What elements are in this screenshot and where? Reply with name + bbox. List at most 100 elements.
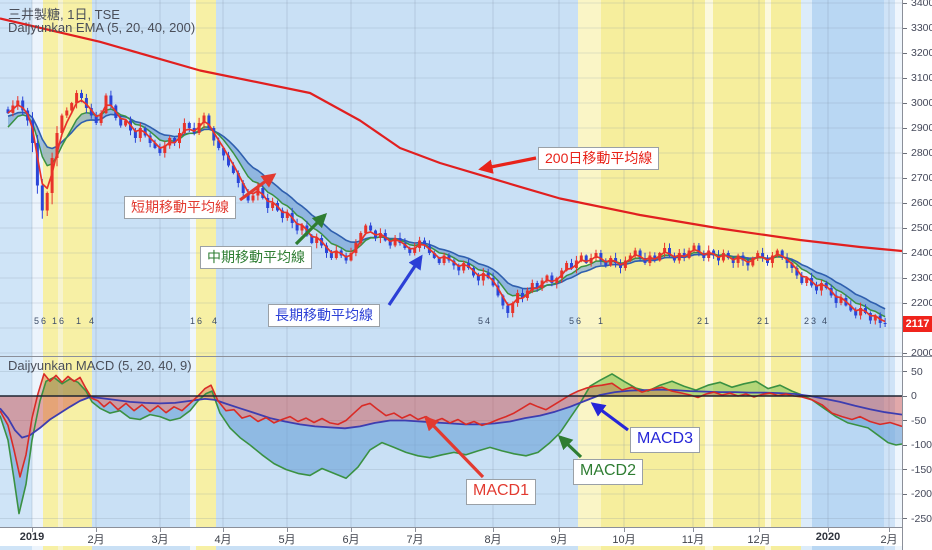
price-axis-label-tick: [903, 127, 907, 129]
day-mark: 56: [34, 316, 49, 326]
annotation-macd2[interactable]: MACD2: [573, 459, 644, 485]
annotation-arrows-layer: [239, 156, 629, 479]
time-axis-tick: [559, 528, 560, 532]
price-axis-label: 2700: [911, 172, 932, 184]
day-mark: 56: [569, 316, 584, 326]
price-axis-label-tick: [903, 102, 907, 104]
time-axis-tick: [693, 528, 694, 532]
price-axis-label-tick: [903, 152, 907, 154]
time-axis-tick: [32, 528, 33, 532]
time-axis-tick: [828, 528, 829, 532]
price-axis-label: 3300: [911, 22, 932, 34]
time-axis-label: 2020: [815, 531, 841, 543]
macd-axis-label-tick: [903, 395, 907, 397]
price-axis-label-tick: [903, 2, 907, 4]
price-axis-label: 2500: [911, 222, 932, 234]
day-mark: 16: [52, 316, 67, 326]
macd-axis-label-tick: [903, 420, 907, 421]
time-axis-tick: [223, 528, 224, 532]
price-axis-label-tick: [903, 202, 907, 204]
time-axis-label: 8月: [484, 534, 502, 546]
time-axis-tick: [415, 528, 416, 532]
day-mark: 21: [757, 316, 772, 326]
macd-axis-label-tick: [903, 371, 907, 372]
time-axis-label: 2月: [880, 534, 898, 546]
price-axis-label: 2000: [911, 347, 932, 359]
macd-axis-label-tick: [903, 518, 907, 519]
price-axis-label: 3200: [911, 47, 932, 59]
time-axis-tick: [351, 528, 352, 532]
day-mark: 1: [598, 316, 606, 326]
macd-axis-label: 50: [911, 365, 923, 378]
price-axis[interactable]: 3400 3300 3200 3100 3000 2900 2800 2700 2600 2500…: [902, 0, 932, 550]
time-axis-tick: [160, 528, 161, 532]
time-axis-tick: [96, 528, 97, 532]
price-axis-label: 3100: [911, 72, 932, 84]
annotation-mid-term-ma[interactable]: 中期移動平均線: [200, 246, 312, 270]
price-axis-label-tick: [903, 302, 907, 304]
time-axis-label: 10月: [612, 534, 636, 546]
price-axis-label: 2200: [911, 297, 932, 309]
panel-divider[interactable]: [0, 356, 932, 357]
macd-axis-label: -100: [911, 439, 932, 451]
macd-axis-label-tick: [903, 493, 907, 495]
annotation-macd3[interactable]: MACD3: [630, 427, 701, 453]
time-axis-label: 9月: [550, 534, 568, 546]
price-axis-label-tick: [903, 77, 907, 79]
time-axis-label: 2019: [19, 531, 45, 543]
price-axis-label: 2400: [911, 247, 932, 259]
day-mark: 1: [76, 316, 84, 326]
annotation-macd1[interactable]: MACD1: [466, 479, 537, 505]
day-mark: 4: [89, 316, 97, 326]
price-axis-label: 3000: [911, 97, 932, 109]
macd-axis-label: -200: [911, 488, 932, 500]
time-axis-tick: [287, 528, 288, 532]
price-axis-label-tick: [903, 27, 907, 29]
macd-axis-label-tick: [903, 469, 907, 470]
time-axis-label: 6月: [342, 534, 360, 546]
day-mark: 16: [190, 316, 205, 326]
time-axis-label: 11月: [681, 534, 705, 546]
time-axis-label: 3月: [151, 534, 169, 546]
price-axis-label: 3400: [911, 0, 932, 9]
price-axis-label: 2300: [911, 272, 932, 284]
time-axis-tick: [889, 528, 890, 532]
day-mark: 23: [804, 316, 819, 326]
day-mark: 4: [212, 316, 220, 326]
price-axis-label-tick: [903, 227, 907, 229]
time-axis[interactable]: 2019 2月 3月 4月 5月 6月 7月 8月 9月 10月 11月 12月 2020 2月: [0, 527, 902, 546]
time-axis-label: 2月: [87, 534, 105, 546]
symbol-title[interactable]: 三井製糖, 1日, TSE: [8, 7, 120, 22]
ema200-line-layer: [0, 17, 903, 253]
macd-lines-layer: [0, 373, 903, 515]
price-axis-label-tick: [903, 252, 907, 254]
macd-indicator-title[interactable]: Daijyunkan MACD (5, 20, 40, 9): [8, 358, 192, 373]
time-axis-tick: [493, 528, 494, 532]
price-axis-label-tick: [903, 52, 907, 54]
day-mark: 54: [478, 316, 493, 326]
price-axis-label: 2900: [911, 122, 932, 134]
price-axis-label-tick: [903, 352, 907, 354]
cycle-bands-layer: [0, 0, 902, 550]
time-axis-label: 12月: [747, 534, 771, 546]
annotation-200day-ma[interactable]: 200日移動平均線: [538, 147, 660, 171]
time-axis-tick: [624, 528, 625, 532]
annotation-short-term-ma[interactable]: 短期移動平均線: [124, 196, 236, 220]
macd-axis-label: -250: [911, 512, 932, 525]
time-axis-label: 4月: [214, 534, 232, 546]
macd-axis-label: 0: [911, 390, 917, 402]
annotation-long-term-ma[interactable]: 長期移動平均線: [268, 304, 380, 328]
ema-indicator-title[interactable]: Daijyunkan EMA (5, 20, 40, 200): [8, 20, 196, 35]
time-axis-label: 7月: [406, 534, 424, 546]
price-axis-label: 2800: [911, 147, 932, 159]
last-price-badge: 2117: [903, 316, 932, 332]
macd-axis-label-tick: [903, 444, 907, 446]
price-axis-label-tick: [903, 177, 907, 179]
day-mark: 21: [697, 316, 712, 326]
time-axis-label: 5月: [278, 534, 296, 546]
macd-axis-label: -50: [911, 414, 927, 427]
time-axis-tick: [759, 528, 760, 532]
price-axis-label-tick: [903, 277, 907, 279]
